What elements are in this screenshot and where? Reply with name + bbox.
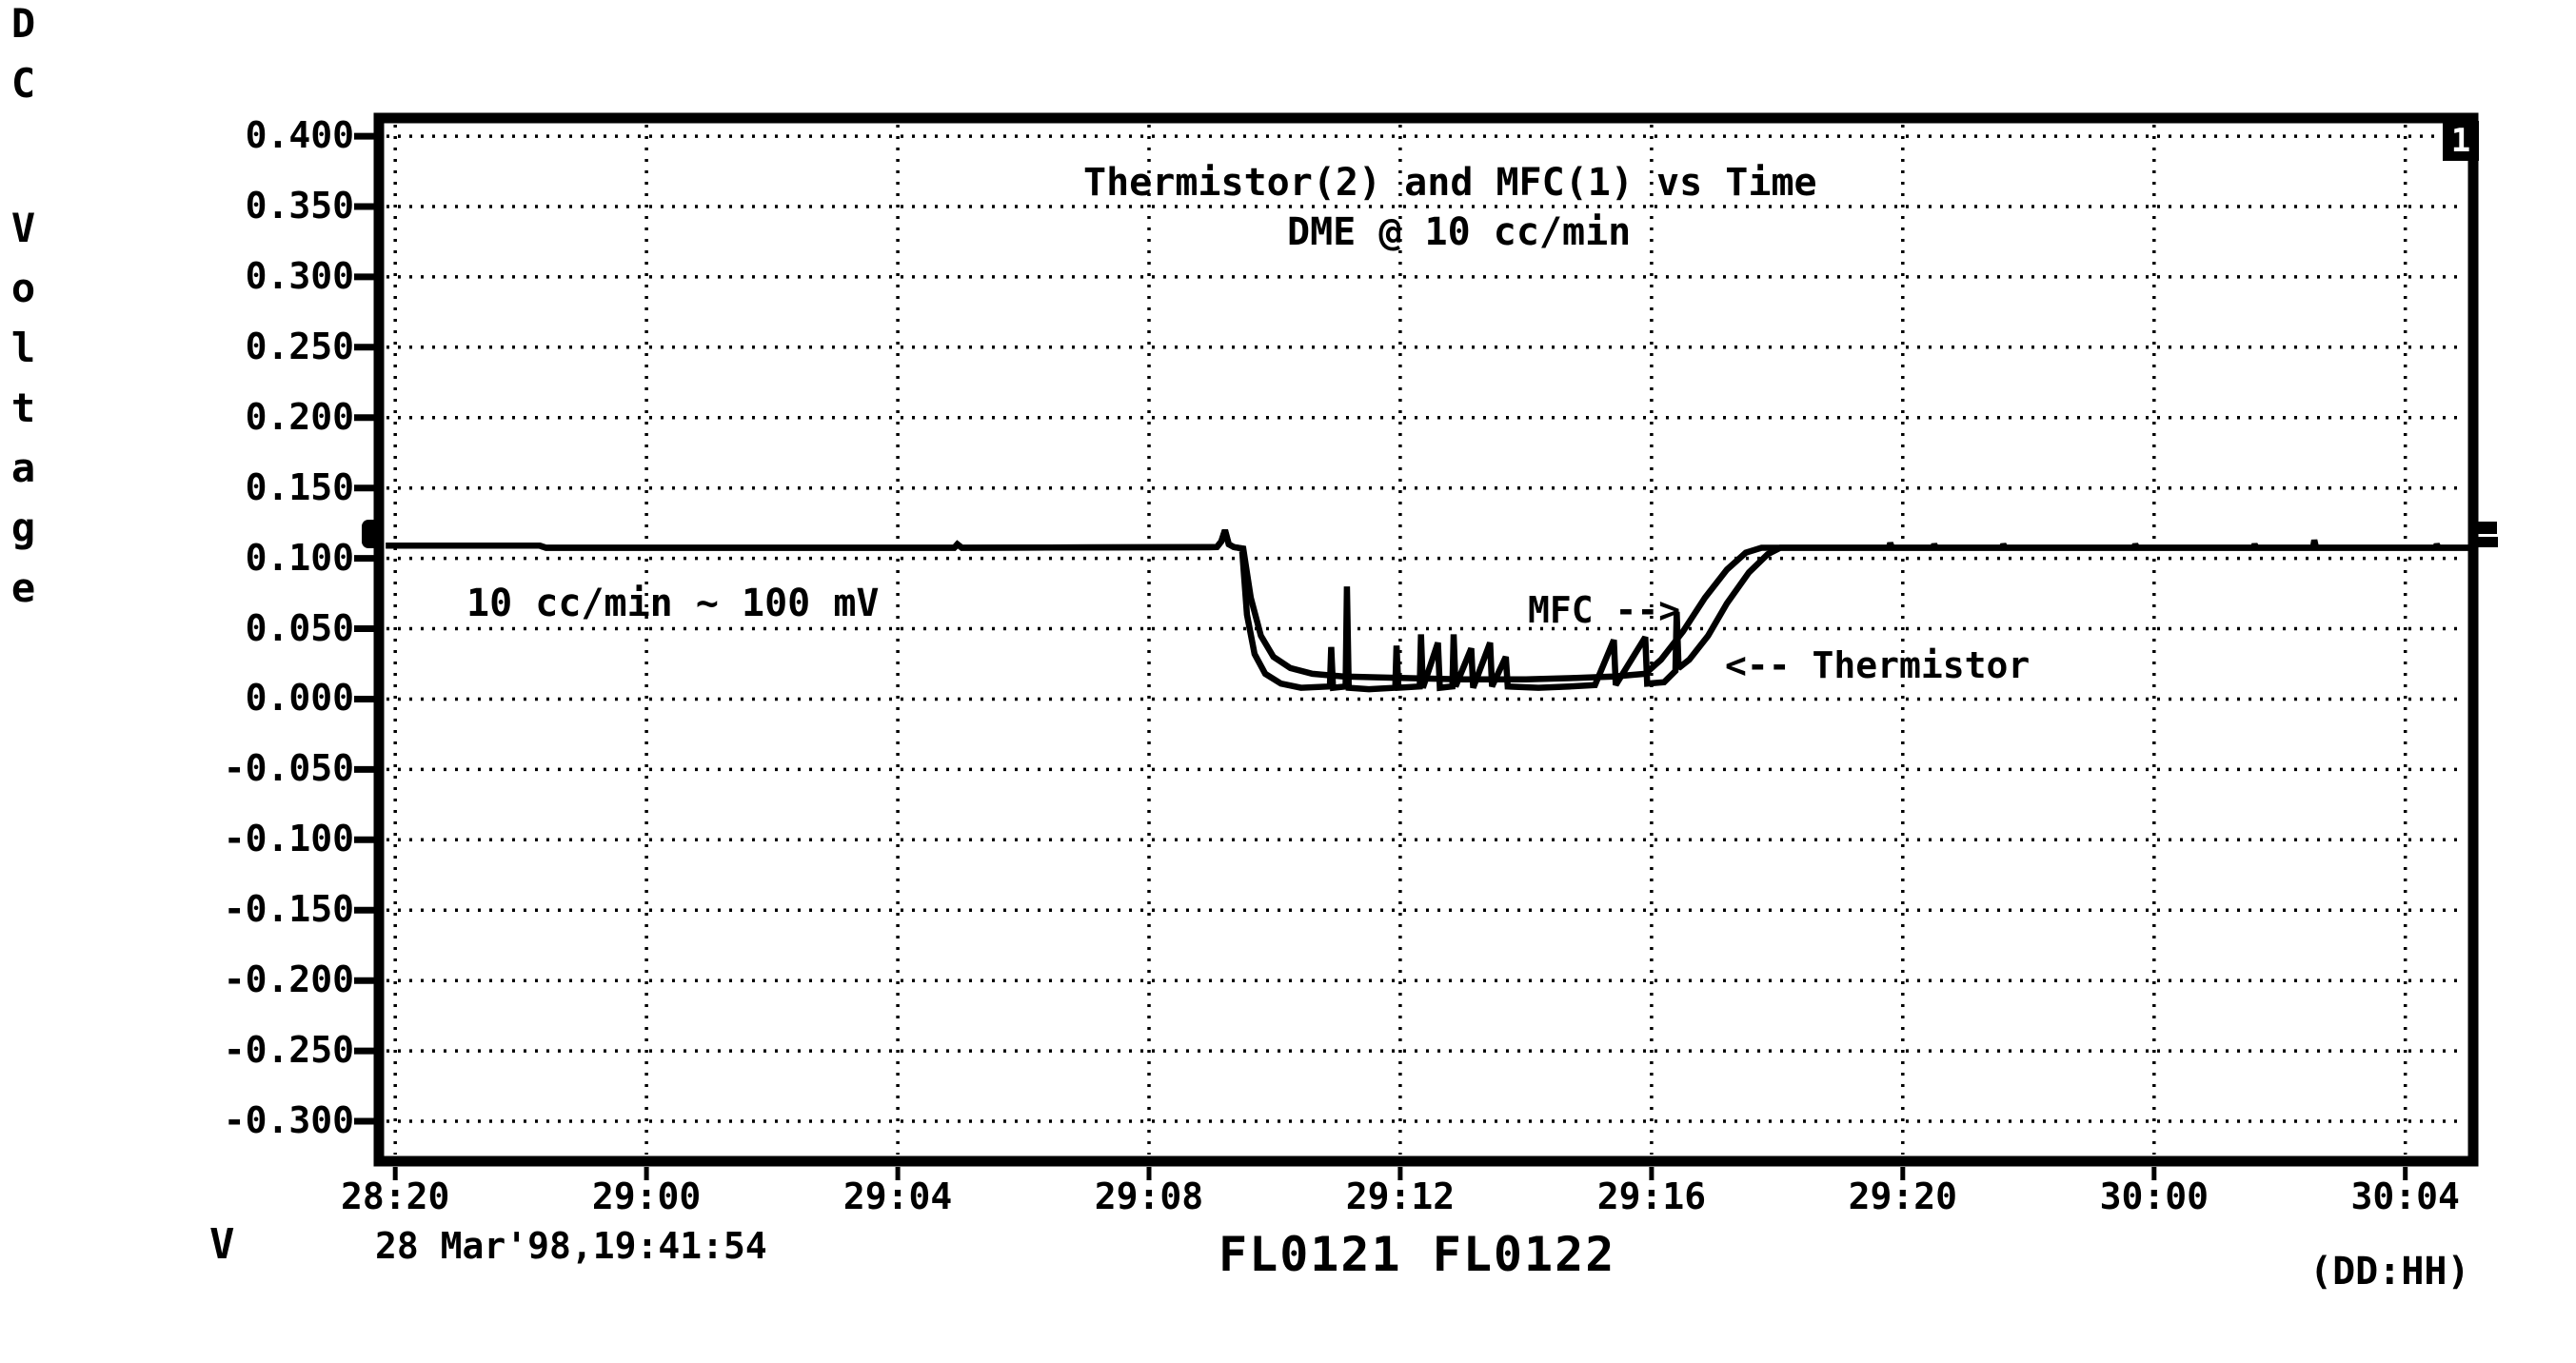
trace-start-marker <box>362 520 384 548</box>
y-tick-label: 0.300 <box>245 254 354 297</box>
trace-end-marker <box>2476 537 2498 547</box>
y-axis-title: DC Voltage <box>0 0 47 624</box>
x-axis-unit: (DD:HH) <box>2309 1250 2470 1294</box>
y-tick-label: -0.150 <box>223 888 354 931</box>
y-axis-unit: V <box>209 1220 235 1269</box>
thermistor-arrow-annotation: <-- Thermistor <box>1725 644 2031 686</box>
plot-frame <box>373 112 2479 1167</box>
y-tick-label: 0.400 <box>245 114 354 157</box>
x-tick-label: 29:08 <box>1094 1175 1204 1217</box>
chart-title: Thermistor(2) and MFC(1) vs Time <box>1083 161 1817 205</box>
y-tick-label: 0.250 <box>245 325 354 367</box>
y-tick-label: 0.150 <box>245 465 354 508</box>
x-tick-label: 29:04 <box>842 1175 953 1217</box>
y-tick-label: 0.100 <box>245 536 354 579</box>
y-tick-label: -0.100 <box>223 818 354 860</box>
x-tick-label: 29:16 <box>1596 1175 1707 1217</box>
start-timestamp: 28 Mar'98,19:41:54 <box>375 1225 767 1267</box>
y-tick-label: 0.200 <box>245 395 354 438</box>
y-tick-label: 0.050 <box>245 606 354 649</box>
trace-end-marker <box>2471 522 2497 534</box>
y-tick-label: -0.050 <box>223 747 354 790</box>
series-thermistor-2- <box>386 528 2470 693</box>
chart-subtitle: DME @ 10 cc/min <box>1287 210 1632 254</box>
mfc-arrow-annotation: MFC --> <box>1528 589 1681 631</box>
plot-corner-badge: 1 <box>2443 121 2479 161</box>
flow-note-annotation: 10 cc/min ~ 100 mV <box>466 582 880 625</box>
x-tick-label: 29:12 <box>1345 1175 1456 1217</box>
dataset-ids: FL0121 FL0122 <box>1219 1227 1616 1282</box>
y-tick-label: -0.300 <box>223 1099 354 1141</box>
y-tick-label: -0.200 <box>223 958 354 1001</box>
y-tick-label: 0.000 <box>245 677 354 720</box>
y-tick-label: -0.250 <box>223 1029 354 1072</box>
x-tick-label: 28:20 <box>340 1175 450 1217</box>
x-tick-label: 30:00 <box>2099 1175 2209 1217</box>
x-tick-label: 29:20 <box>1848 1175 1958 1217</box>
x-tick-label: 29:00 <box>591 1175 702 1217</box>
x-tick-label: 30:04 <box>2350 1175 2460 1217</box>
y-tick-label: 0.350 <box>245 184 354 227</box>
